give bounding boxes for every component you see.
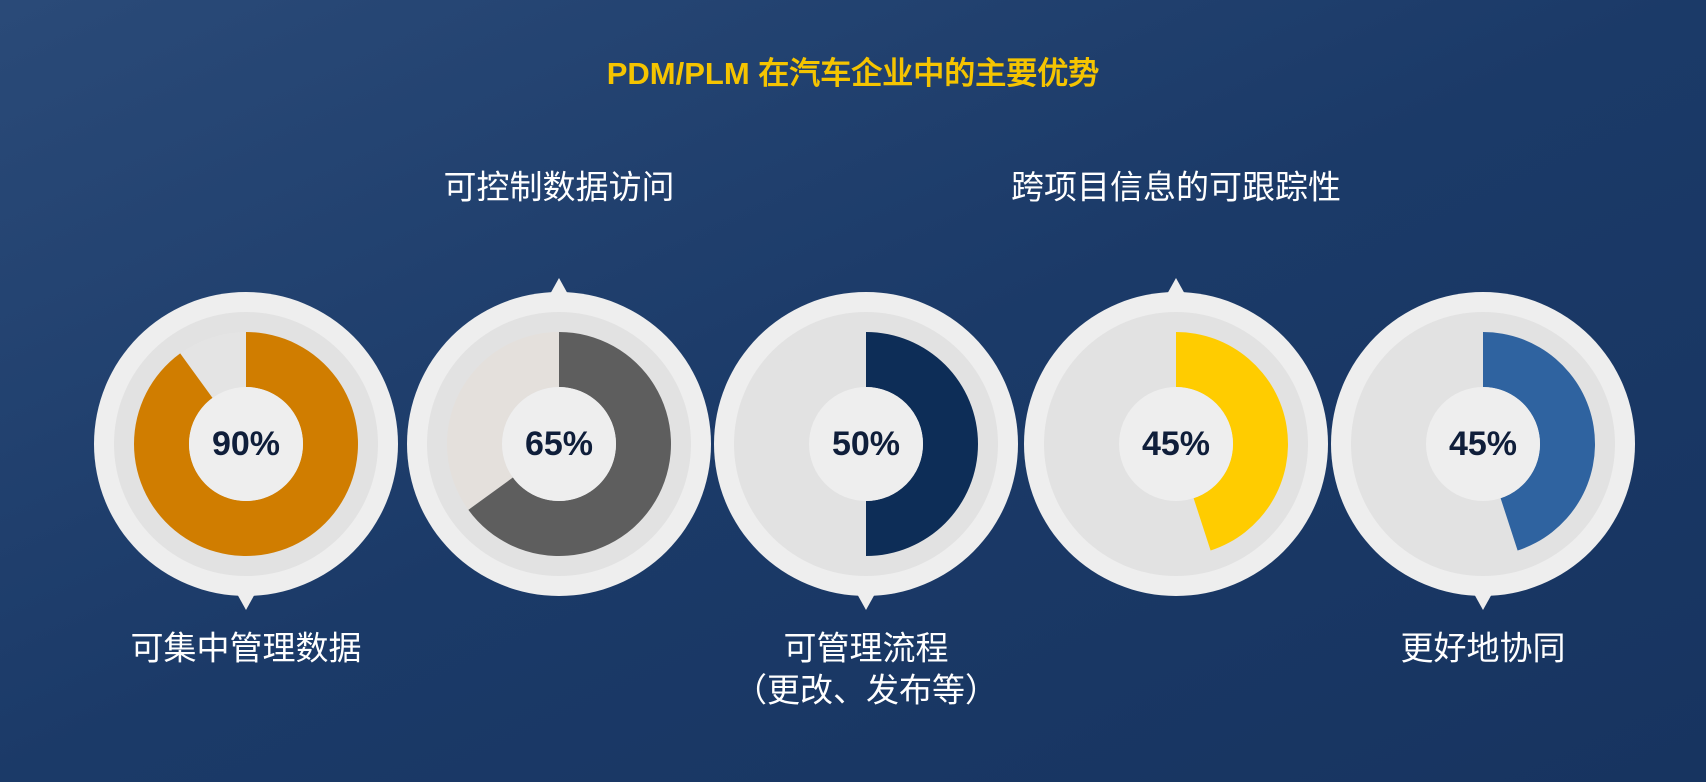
donut-segment [1176, 332, 1288, 551]
pointer [549, 278, 569, 296]
donut-segment [134, 332, 358, 556]
category-label: 可管理流程 [784, 630, 949, 667]
donut-rest [1371, 332, 1518, 556]
pointer [1473, 592, 1493, 610]
donut-hole [1426, 387, 1540, 501]
category-label: 可控制数据访问 [444, 169, 675, 206]
donut-rest [753, 332, 866, 556]
category-label: 可集中管理数据 [131, 630, 362, 667]
donut-segment [468, 332, 671, 556]
donut-rest [447, 332, 559, 510]
category-label: （更改、发布等） [734, 672, 998, 709]
donut-hole [809, 387, 923, 501]
pointer [1166, 278, 1186, 296]
pointer [856, 592, 876, 610]
donut-segment [1483, 332, 1595, 551]
donut-segment [866, 332, 978, 556]
value-label: 90% [212, 425, 280, 463]
donut-rest [1064, 332, 1211, 556]
value-label: 45% [1142, 425, 1210, 463]
donut-hole [502, 387, 616, 501]
category-label: 更好地协同 [1401, 630, 1566, 667]
value-label: 45% [1449, 425, 1517, 463]
value-label: 65% [525, 425, 593, 463]
pointer [236, 592, 256, 610]
category-label: 跨项目信息的可跟踪性 [1011, 169, 1341, 206]
donut-hole [189, 387, 303, 501]
donut-hole [1119, 387, 1233, 501]
donut-rest [180, 332, 246, 398]
slide-title: PDM/PLM 在汽车企业中的主要优势 [607, 56, 1100, 91]
value-label: 50% [832, 425, 900, 463]
